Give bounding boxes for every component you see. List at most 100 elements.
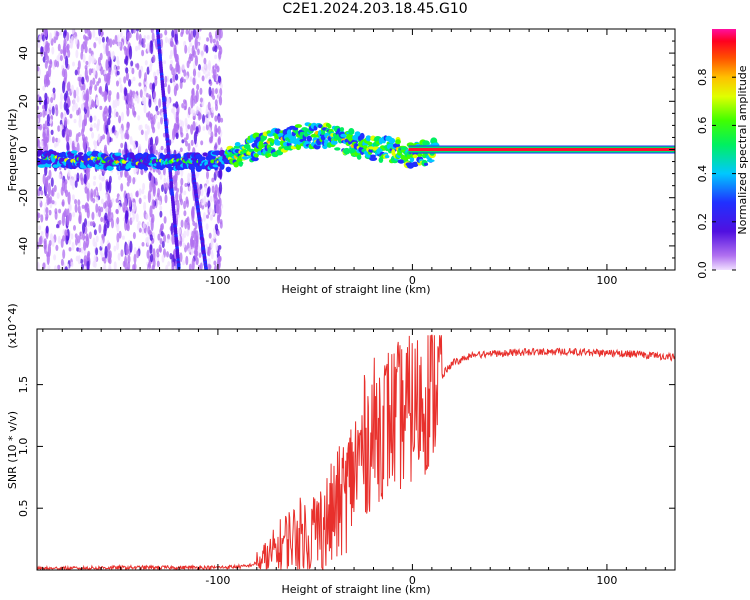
heatmap-cell xyxy=(104,212,108,221)
heatmap-cell xyxy=(94,140,97,150)
heatmap-cell xyxy=(61,199,65,207)
heatmap-cell xyxy=(199,87,203,95)
heatmap-cell xyxy=(138,197,142,204)
heatmap-cell xyxy=(136,250,140,259)
y-tick-label: 40 xyxy=(17,46,30,60)
heatmap-cell xyxy=(62,235,66,242)
y-tick-label: 1.0 xyxy=(17,438,30,456)
heatmap-cell xyxy=(184,183,188,187)
heatmap-cell xyxy=(91,211,95,221)
heatmap-cell xyxy=(54,208,58,215)
heatmap-cell xyxy=(191,257,195,270)
heatmap-cell xyxy=(194,222,198,230)
heatmap-cell xyxy=(159,33,163,39)
heatmap-cell xyxy=(166,238,170,244)
heatmap-cell xyxy=(181,139,185,144)
heatmap-cell xyxy=(116,80,119,87)
heatmap-cell xyxy=(130,60,134,67)
heatmap-cell xyxy=(45,73,50,88)
heatmap-cell xyxy=(133,143,136,151)
heatmap-cell xyxy=(118,230,122,239)
heatmap-cell xyxy=(78,113,82,122)
colorbar-tick-label: 0.4 xyxy=(696,165,709,183)
heatmap-cell xyxy=(147,111,151,121)
heatmap-cell xyxy=(108,202,112,209)
heatmap-cell xyxy=(185,75,189,81)
heatmap-cell xyxy=(50,97,54,104)
heatmap-cell xyxy=(98,77,101,84)
heatmap-cell xyxy=(158,200,162,206)
heatmap-cell xyxy=(154,114,158,120)
heatmap-cell xyxy=(38,96,42,105)
heatmap-cell xyxy=(37,42,41,48)
heatmap-cell xyxy=(79,172,83,182)
heatmap-cell xyxy=(137,44,141,51)
heatmap-cell xyxy=(135,140,139,148)
heatmap-cell xyxy=(209,122,213,128)
heatmap-cell xyxy=(186,199,189,208)
heatmap-cell xyxy=(194,95,198,104)
heatmap-cell xyxy=(214,142,218,151)
heatmap-cell xyxy=(74,233,78,239)
heatmap-cell xyxy=(71,84,74,94)
heatmap-cell xyxy=(57,125,61,132)
heatmap-cell xyxy=(152,82,156,90)
heatmap-cell xyxy=(73,89,77,99)
heatmap-cell xyxy=(208,86,212,97)
heatmap-cell xyxy=(173,85,177,97)
heatmap-cell xyxy=(166,163,173,168)
heatmap-cell xyxy=(207,101,211,111)
heatmap-cell xyxy=(378,157,384,163)
heatmap-cell xyxy=(206,170,209,180)
heatmap-cell xyxy=(126,107,130,117)
heatmap-cell xyxy=(104,245,108,259)
heatmap-cell xyxy=(118,175,121,181)
heatmap-cell xyxy=(39,111,43,118)
heatmap-cell xyxy=(412,154,418,159)
heatmap-cell xyxy=(196,83,200,91)
heatmap-cell xyxy=(136,62,140,69)
heatmap-cell xyxy=(108,113,112,119)
heatmap-cell xyxy=(212,38,216,44)
heatmap-cell xyxy=(213,68,217,82)
heatmap-cell xyxy=(48,65,52,78)
heatmap-cell xyxy=(134,93,138,102)
heatmap-cell xyxy=(370,154,377,158)
heatmap-cell xyxy=(59,55,63,62)
heatmap-cell xyxy=(139,124,143,130)
heatmap-cell xyxy=(354,131,361,137)
heatmap-cell xyxy=(201,75,205,82)
heatmap-cell xyxy=(183,190,187,196)
heatmap-cell xyxy=(190,249,194,254)
heatmap-cell xyxy=(189,42,193,47)
heatmap-cell xyxy=(73,225,76,231)
snr-series xyxy=(37,334,675,570)
heatmap-cell xyxy=(64,266,68,270)
heatmap-cell xyxy=(188,186,192,192)
heatmap-cell xyxy=(40,46,44,55)
heatmap-cell xyxy=(190,139,194,146)
heatmap-cell xyxy=(128,45,133,60)
heatmap-cell xyxy=(120,249,124,257)
heatmap-cell xyxy=(37,164,46,168)
y-tick-label: 1.5 xyxy=(17,376,30,394)
heatmap-cell xyxy=(179,240,183,247)
heatmap-cell xyxy=(68,247,72,252)
heatmap-cell xyxy=(76,95,80,103)
heatmap-cell xyxy=(183,210,187,217)
heatmap-cell xyxy=(48,103,52,111)
heatmap-cell xyxy=(253,153,259,158)
heatmap-cell xyxy=(66,31,70,42)
heatmap-cell xyxy=(66,118,70,125)
heatmap-cell xyxy=(41,34,45,42)
heatmap-cell xyxy=(171,29,175,38)
heatmap-cell xyxy=(123,76,127,84)
heatmap-cell xyxy=(207,258,211,265)
heatmap-cell xyxy=(395,139,401,145)
heatmap-cell xyxy=(183,200,187,210)
spectrogram-panel: -100 0 100 -40 -20 0 20 40 Height of straight l… xyxy=(6,28,676,296)
heatmap-cell xyxy=(133,111,137,116)
heatmap-cell xyxy=(51,200,55,205)
heatmap-cell xyxy=(64,116,68,127)
heatmap-cell xyxy=(258,144,264,149)
